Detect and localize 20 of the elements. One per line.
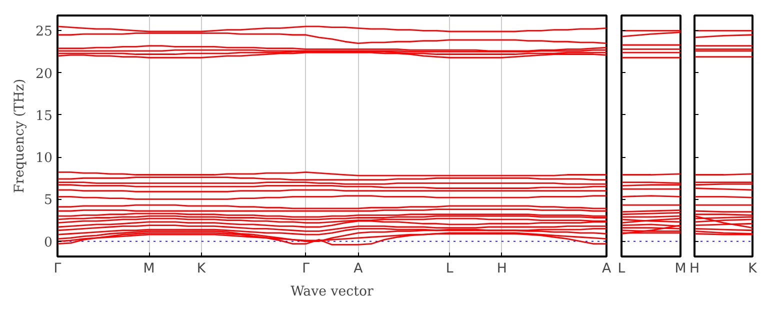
- y-tick-label: 20: [36, 66, 53, 82]
- y-tick-label: 5: [44, 193, 53, 208]
- x-tick-label: H: [689, 262, 700, 276]
- x-tick-label: K: [748, 262, 758, 276]
- x-tick-label: H: [496, 262, 507, 276]
- x-tick-label: L: [618, 262, 626, 276]
- y-tick-label: 25: [36, 24, 53, 40]
- x-axis-title: Wave vector: [290, 284, 374, 300]
- x-tick-label: A: [354, 262, 363, 276]
- x-tick-label: L: [446, 262, 454, 276]
- y-tick-label: 10: [36, 151, 53, 166]
- x-tick-label: A: [602, 262, 612, 276]
- x-tick-label: Γ: [302, 262, 310, 276]
- x-tick-label: K: [196, 262, 207, 276]
- x-tick-label: Γ: [54, 262, 62, 276]
- x-tick-label: M: [674, 262, 686, 276]
- x-tick-label: M: [143, 262, 155, 276]
- y-tick-label: 0: [44, 235, 53, 250]
- y-axis-title: Frequency (THz): [12, 78, 28, 194]
- y-tick-label: 15: [36, 108, 53, 124]
